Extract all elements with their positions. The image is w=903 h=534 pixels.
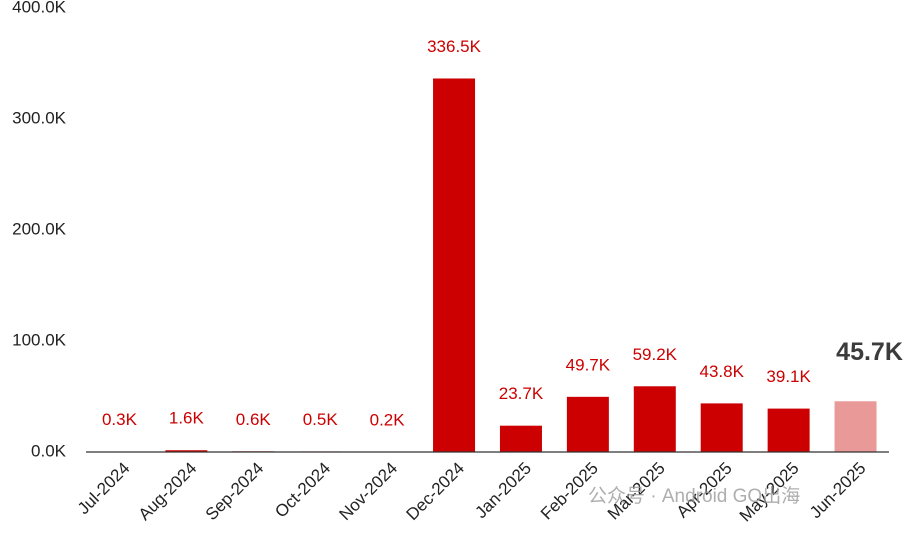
bar [165, 450, 208, 452]
bar [700, 403, 743, 452]
value-label: 1.6K [169, 409, 205, 428]
bar [834, 401, 877, 452]
value-label: 43.8K [699, 362, 744, 381]
value-label: 59.2K [633, 345, 678, 364]
value-label: 0.6K [236, 410, 272, 429]
value-label: 45.7K [836, 338, 903, 366]
bar [566, 396, 609, 452]
value-label: 49.7K [566, 355, 611, 374]
x-tick-label: Sep-2024 [202, 459, 268, 525]
value-label: 0.2K [370, 410, 406, 429]
y-tick-label: 300.0K [12, 108, 67, 127]
value-label: 0.3K [102, 410, 138, 429]
y-tick-label: 100.0K [12, 330, 67, 349]
y-tick-label: 0.0K [31, 441, 67, 460]
x-tick-label: Oct-2024 [271, 459, 334, 522]
value-label: 0.5K [303, 410, 339, 429]
bar [433, 78, 476, 453]
bar [499, 425, 542, 452]
x-tick-label: Jan-2025 [471, 459, 535, 523]
x-tick-label: Jun-2025 [806, 459, 870, 523]
value-label: 336.5K [427, 37, 482, 56]
x-tick-label: Dec-2024 [402, 459, 468, 525]
bar [633, 386, 676, 452]
bar [767, 408, 810, 452]
x-tick-label: Aug-2024 [135, 459, 201, 525]
y-tick-label: 200.0K [12, 219, 67, 238]
x-tick-label: Nov-2024 [336, 459, 402, 525]
value-label: 23.7K [499, 384, 544, 403]
value-label: 39.1K [766, 367, 811, 386]
x-tick-label: Jul-2024 [74, 459, 134, 519]
watermark: 公众号 · Android GO出海 [588, 485, 800, 507]
y-tick-label: 400.0K [12, 0, 67, 16]
